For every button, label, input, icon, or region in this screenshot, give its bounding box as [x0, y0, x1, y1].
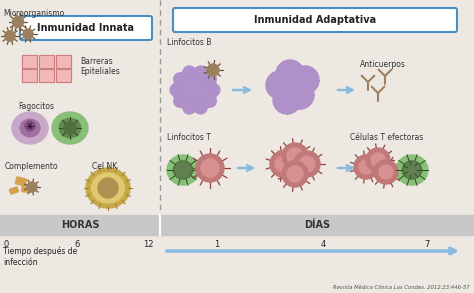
Ellipse shape: [91, 173, 125, 203]
Circle shape: [266, 71, 294, 99]
Circle shape: [201, 159, 219, 177]
Text: Linfocitos B: Linfocitos B: [167, 38, 211, 47]
Text: Complemento: Complemento: [5, 162, 59, 171]
Circle shape: [275, 156, 291, 172]
Circle shape: [183, 66, 195, 78]
Circle shape: [299, 156, 315, 172]
Text: 1: 1: [214, 240, 219, 249]
Circle shape: [98, 178, 118, 198]
Circle shape: [173, 95, 186, 107]
Text: Inmunidad Adaptativa: Inmunidad Adaptativa: [254, 15, 376, 25]
Circle shape: [12, 16, 24, 28]
Bar: [22, 69, 37, 82]
Ellipse shape: [12, 112, 48, 144]
Circle shape: [286, 81, 314, 109]
Circle shape: [270, 151, 296, 177]
Text: Anticuerpos: Anticuerpos: [360, 60, 406, 69]
Text: 12: 12: [143, 240, 153, 249]
Bar: [22, 186, 31, 193]
Circle shape: [25, 121, 35, 131]
Ellipse shape: [86, 168, 130, 208]
Bar: [56, 55, 71, 68]
Circle shape: [291, 66, 319, 94]
Circle shape: [287, 148, 303, 164]
Circle shape: [23, 29, 33, 39]
Circle shape: [379, 165, 393, 179]
Circle shape: [64, 122, 76, 134]
Bar: [22, 69, 37, 82]
Text: 7: 7: [424, 240, 429, 249]
Circle shape: [354, 155, 378, 179]
Text: Fagocitos: Fagocitos: [18, 102, 54, 111]
Text: DÍAS: DÍAS: [304, 220, 330, 230]
Circle shape: [371, 153, 385, 167]
Ellipse shape: [52, 112, 88, 144]
Circle shape: [208, 84, 220, 96]
Circle shape: [170, 84, 182, 96]
Text: HORAS: HORAS: [61, 220, 99, 230]
Text: Revista Médica Clínica Las Condes. 2012;23:446-57: Revista Médica Clínica Las Condes. 2012;…: [333, 285, 470, 290]
Bar: [9, 187, 18, 194]
Bar: [15, 177, 27, 186]
Circle shape: [196, 154, 224, 182]
Text: 6: 6: [74, 240, 80, 249]
Circle shape: [287, 166, 303, 182]
Ellipse shape: [173, 161, 192, 179]
Circle shape: [195, 66, 207, 78]
FancyBboxPatch shape: [173, 8, 457, 32]
Text: Tiempo después de
infección: Tiempo después de infección: [3, 247, 77, 267]
Circle shape: [181, 76, 209, 104]
Text: Barreras
Epiteliales: Barreras Epiteliales: [80, 57, 120, 76]
Circle shape: [273, 86, 301, 114]
Text: Inmunidad Innata: Inmunidad Innata: [37, 23, 135, 33]
Circle shape: [204, 73, 216, 85]
Text: Cel NK: Cel NK: [92, 162, 118, 171]
Circle shape: [5, 31, 15, 41]
Circle shape: [359, 160, 373, 174]
Text: Células T efectoras: Células T efectoras: [350, 133, 423, 142]
Bar: [22, 55, 37, 68]
Circle shape: [195, 102, 207, 114]
Circle shape: [183, 102, 195, 114]
Text: Linfocitos T: Linfocitos T: [167, 133, 211, 142]
Bar: [39, 55, 54, 68]
Circle shape: [366, 148, 390, 172]
Bar: [56, 69, 71, 82]
Circle shape: [173, 68, 217, 112]
Circle shape: [207, 64, 219, 76]
Ellipse shape: [59, 118, 81, 138]
Circle shape: [294, 151, 320, 177]
Ellipse shape: [20, 119, 40, 137]
Bar: [56, 69, 71, 82]
FancyBboxPatch shape: [20, 16, 152, 40]
Text: 4: 4: [320, 240, 326, 249]
Circle shape: [173, 73, 186, 85]
Circle shape: [204, 95, 216, 107]
Text: 0: 0: [3, 240, 9, 249]
Bar: [56, 55, 71, 68]
Ellipse shape: [402, 161, 421, 179]
Circle shape: [282, 161, 308, 187]
Text: Microorganismo: Microorganismo: [3, 9, 64, 18]
Bar: [39, 55, 54, 68]
Circle shape: [276, 60, 304, 88]
Circle shape: [282, 143, 308, 169]
Circle shape: [27, 182, 37, 192]
Bar: [39, 69, 54, 82]
Ellipse shape: [167, 155, 199, 185]
Circle shape: [175, 162, 191, 178]
Ellipse shape: [396, 155, 428, 185]
Bar: [0, 215, 474, 235]
Bar: [39, 69, 54, 82]
Bar: [22, 55, 37, 68]
Circle shape: [374, 160, 398, 184]
Circle shape: [404, 162, 420, 178]
